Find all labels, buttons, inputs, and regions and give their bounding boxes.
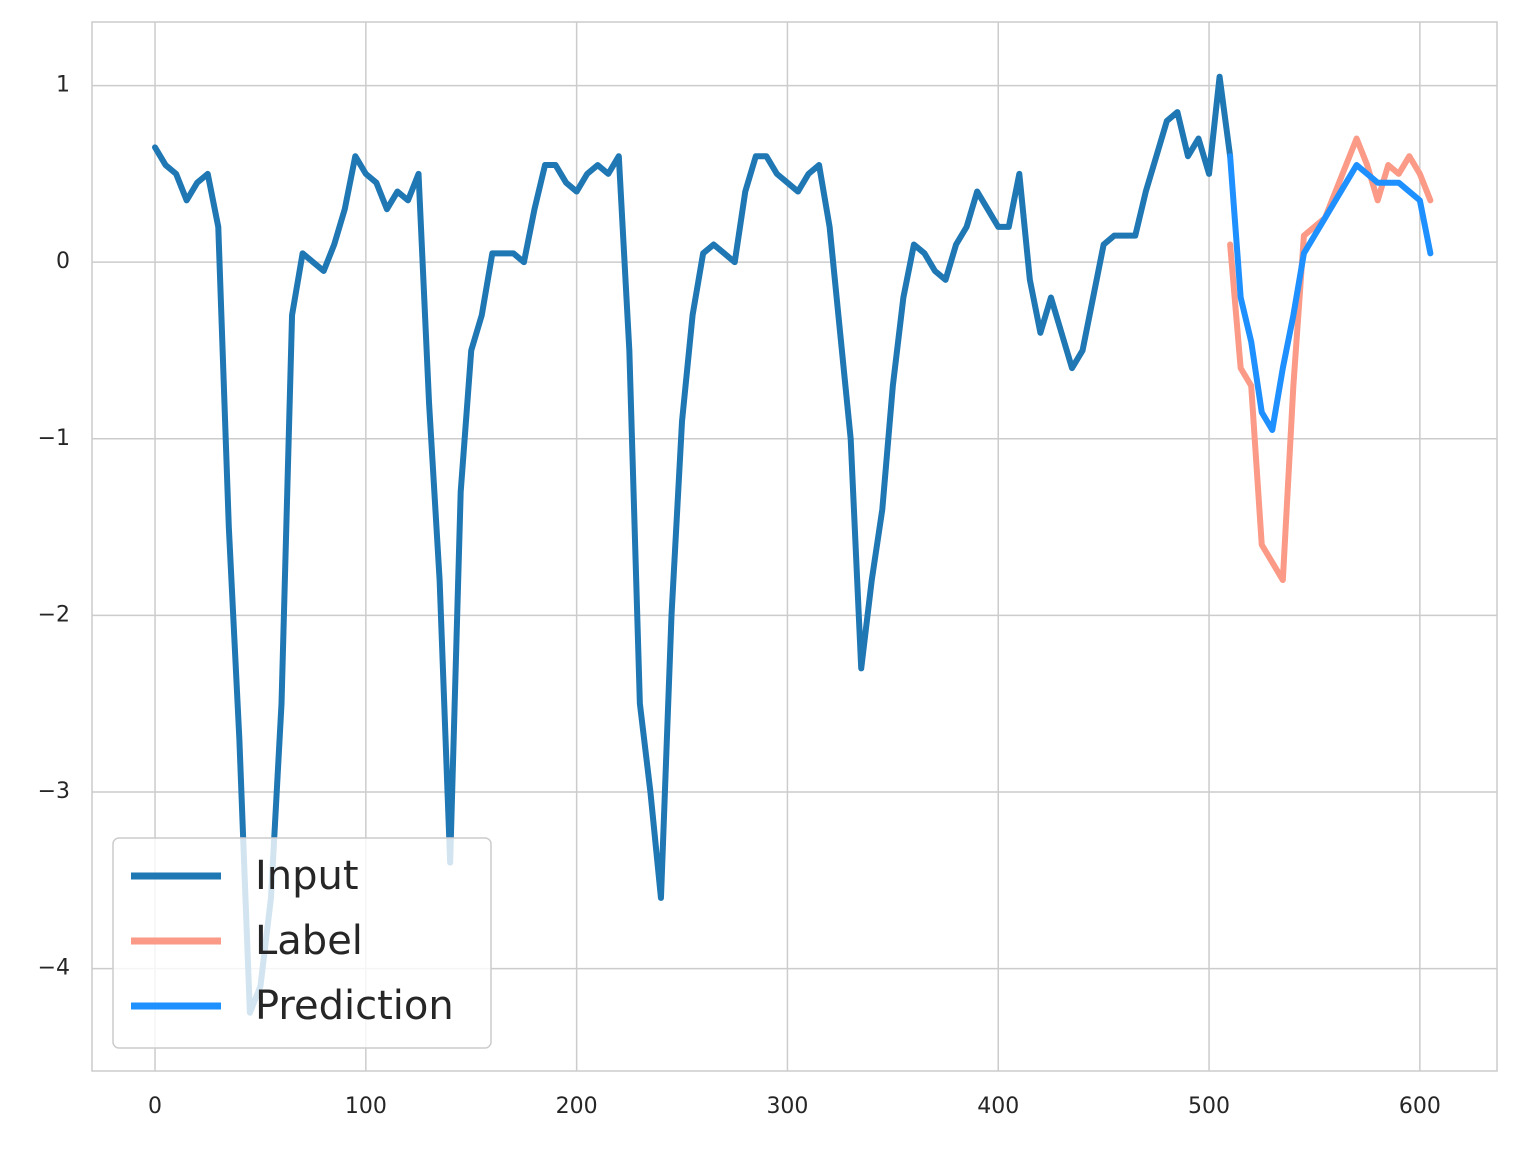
x-tick-label: 100: [345, 1094, 387, 1119]
legend-box: [112, 837, 492, 1049]
plot-frame: [91, 21, 1498, 1072]
legend: Input Label Prediction: [112, 837, 492, 1049]
legend-label: Input: [255, 853, 359, 899]
y-tick-label: −4: [38, 956, 70, 981]
x-tick-label: 400: [977, 1094, 1019, 1119]
x-tick-label: 600: [1399, 1094, 1441, 1119]
y-tick-label: −1: [38, 426, 70, 451]
legend-label: Label: [255, 918, 363, 964]
y-tick-label: 0: [56, 249, 70, 274]
x-tick-label: 200: [556, 1094, 598, 1119]
y-tick-label: −2: [38, 602, 70, 627]
x-tick-label: 0: [148, 1094, 162, 1119]
legend-label: Prediction: [255, 983, 454, 1029]
series-line: [1227, 153, 1434, 433]
y-tick-label: −3: [38, 779, 70, 804]
y-tick-label: 1: [56, 73, 70, 98]
x-tick-label: 300: [766, 1094, 808, 1119]
series-line: [152, 73, 1234, 1016]
x-tick-label: 500: [1188, 1094, 1230, 1119]
